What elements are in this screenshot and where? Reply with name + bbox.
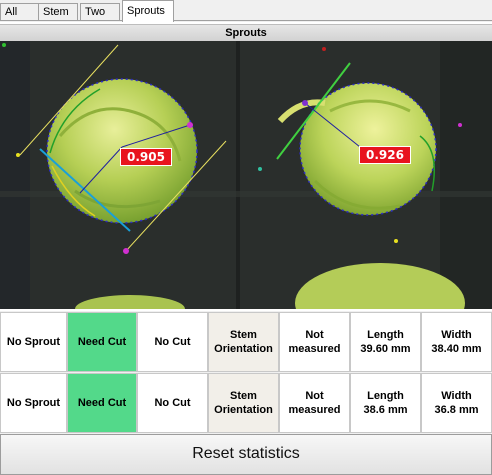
length-cell[interactable]: Length 39.60 mm bbox=[350, 312, 421, 372]
stem-orientation-cell[interactable]: Stem Orientation bbox=[208, 312, 279, 372]
score-badge-right: 0.926 bbox=[359, 146, 411, 164]
length-cell[interactable]: Length 38.6 mm bbox=[350, 373, 421, 433]
tab-bar: All Stem Two Sprouts bbox=[0, 0, 492, 22]
stats-row: No Sprout Need Cut No Cut Stem Orientati… bbox=[0, 373, 492, 433]
tab-stem[interactable]: Stem bbox=[38, 3, 78, 20]
measurement-status-cell[interactable]: Not measured bbox=[279, 312, 350, 372]
need-cut-cell[interactable]: Need Cut bbox=[67, 373, 137, 433]
stem-orientation-cell[interactable]: Stem Orientation bbox=[208, 373, 279, 433]
score-badge-left: 0.905 bbox=[120, 148, 172, 166]
no-cut-cell[interactable]: No Cut bbox=[137, 373, 208, 433]
sprout-status-cell[interactable]: No Sprout bbox=[0, 312, 67, 372]
tab-sprouts[interactable]: Sprouts bbox=[122, 0, 174, 22]
need-cut-cell[interactable]: Need Cut bbox=[67, 312, 137, 372]
measurement-status-cell[interactable]: Not measured bbox=[279, 373, 350, 433]
reset-statistics-button[interactable]: Reset statistics bbox=[0, 434, 492, 475]
tab-all[interactable]: All bbox=[0, 3, 39, 20]
stats-row: No Sprout Need Cut No Cut Stem Orientati… bbox=[0, 312, 492, 372]
width-cell[interactable]: Width 36.8 mm bbox=[421, 373, 492, 433]
camera-view bbox=[0, 41, 492, 309]
tab-two[interactable]: Two bbox=[80, 3, 120, 20]
sprout-status-cell[interactable]: No Sprout bbox=[0, 373, 67, 433]
no-cut-cell[interactable]: No Cut bbox=[137, 312, 208, 372]
panel-title: Sprouts bbox=[0, 24, 492, 42]
width-cell[interactable]: Width 38.40 mm bbox=[421, 312, 492, 372]
